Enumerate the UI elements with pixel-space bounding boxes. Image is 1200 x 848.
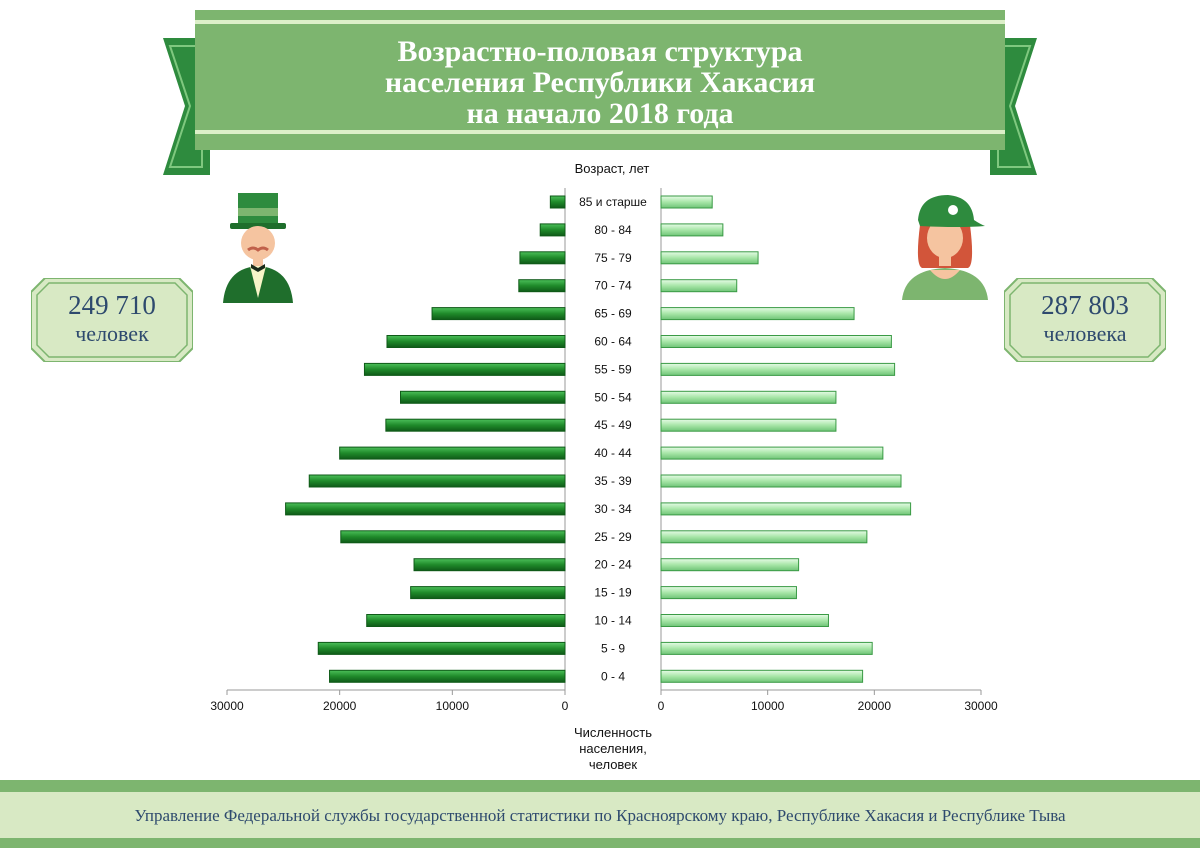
tick-label-left-3: 0 <box>562 699 569 713</box>
women-total-unit: человека <box>1043 321 1127 346</box>
bar-left-10 <box>308 474 566 488</box>
category-label-5: 60 - 64 <box>594 335 632 349</box>
bar-left-3 <box>518 279 566 293</box>
category-label-1: 80 - 84 <box>594 223 632 237</box>
tick-label-left-2: 10000 <box>436 699 470 713</box>
category-label-4: 65 - 69 <box>594 307 632 321</box>
bar-left-4 <box>431 307 566 321</box>
tick-label-right-0: 0 <box>658 699 665 713</box>
bar-right-15 <box>660 614 829 627</box>
category-label-11: 30 - 34 <box>594 502 632 516</box>
bar-left-5 <box>386 335 566 348</box>
category-label-9: 40 - 44 <box>594 446 632 460</box>
bar-right-7 <box>660 390 837 404</box>
bar-right-12 <box>660 530 868 544</box>
bar-right-0 <box>660 195 713 209</box>
bar-left-14 <box>410 586 566 600</box>
category-label-6: 55 - 59 <box>594 362 632 376</box>
men-total-unit: человек <box>75 321 149 346</box>
tick-label-right-3: 30000 <box>964 699 998 713</box>
women-total: 287 803 человека <box>1004 290 1166 348</box>
men-total: 249 710 человек <box>31 290 193 348</box>
title-banner <box>163 10 1037 175</box>
category-label-10: 35 - 39 <box>594 474 632 488</box>
bar-right-13 <box>660 558 800 572</box>
bar-left-16 <box>317 641 566 655</box>
bar-right-17 <box>660 669 864 683</box>
bar-left-0 <box>549 195 566 209</box>
man-top-hat-icon <box>223 193 293 303</box>
bar-right-6 <box>660 362 896 376</box>
bar-right-9 <box>660 446 884 460</box>
bar-left-2 <box>519 251 566 265</box>
bar-right-1 <box>660 223 724 237</box>
page-title: Возрастно-половая структура населения Ре… <box>0 36 1200 129</box>
category-label-17: 0 - 4 <box>601 669 625 683</box>
bar-right-14 <box>660 586 797 600</box>
bar-right-16 <box>660 641 873 655</box>
footer-text: Управление Федеральной службы государств… <box>134 806 1066 825</box>
bar-right-2 <box>660 251 759 265</box>
tick-label-right-1: 10000 <box>751 699 785 713</box>
category-label-15: 10 - 14 <box>594 614 632 628</box>
category-label-14: 15 - 19 <box>594 586 632 600</box>
women-total-box <box>1004 278 1166 362</box>
category-label-0: 85 и старше <box>579 195 647 209</box>
bar-left-15 <box>366 614 566 627</box>
bar-right-8 <box>660 418 837 432</box>
category-label-3: 70 - 74 <box>594 279 632 293</box>
x-axis-label-line-2: населения, <box>579 741 647 756</box>
footer-inner <box>0 792 1200 838</box>
banner-line-bottom <box>195 130 1005 134</box>
title-line-1: Возрастно-половая структура <box>397 35 803 68</box>
population-pyramid-chart: Возраст, лет 85 и старше 80 - 84 75 - 79 70… <box>210 161 998 772</box>
men-total-box <box>31 278 193 362</box>
bar-left-11 <box>285 502 566 516</box>
title-line-3: на начало 2018 года <box>466 97 734 130</box>
bar-right-10 <box>660 474 902 488</box>
bar-left-9 <box>339 446 566 460</box>
category-label-13: 20 - 24 <box>594 558 632 572</box>
bar-left-12 <box>340 530 566 544</box>
woman-hat-icon <box>902 195 988 300</box>
bar-right-4 <box>660 307 855 321</box>
title-line-2: населения Республики Хакасия <box>384 66 816 99</box>
x-axis-label-line-3: человек <box>589 757 638 772</box>
bar-left-8 <box>385 418 566 432</box>
bar-right-3 <box>660 279 738 293</box>
category-label-12: 25 - 29 <box>594 530 632 544</box>
category-label-2: 75 - 79 <box>594 251 632 265</box>
banner-main <box>195 10 1005 150</box>
category-label-16: 5 - 9 <box>601 641 625 655</box>
bar-right-11 <box>660 502 912 516</box>
bar-left-6 <box>363 362 566 376</box>
banner-line-top <box>195 20 1005 24</box>
bar-right-5 <box>660 335 892 348</box>
bar-left-7 <box>400 390 566 404</box>
bar-left-13 <box>413 558 566 572</box>
category-label-8: 45 - 49 <box>594 418 632 432</box>
y-axis-label: Возраст, лет <box>575 161 650 176</box>
tick-label-left-0: 30000 <box>210 699 244 713</box>
category-label-7: 50 - 54 <box>594 390 632 404</box>
men-total-value: 249 710 <box>68 290 156 320</box>
bar-left-1 <box>539 223 566 237</box>
tick-label-right-2: 20000 <box>858 699 892 713</box>
bar-left-17 <box>329 669 566 683</box>
x-axis-label-line-1: Численность <box>574 725 652 740</box>
women-total-value: 287 803 <box>1041 290 1129 320</box>
tick-label-left-1: 20000 <box>323 699 357 713</box>
